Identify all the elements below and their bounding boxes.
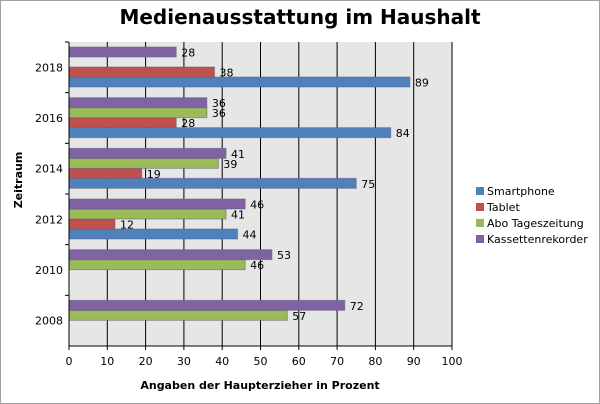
y-tick-label: 2014 (35, 163, 63, 176)
data-label: 75 (361, 178, 375, 191)
data-label: 46 (250, 259, 264, 272)
y-tick-label: 2010 (35, 264, 63, 277)
bar-smartphone (68, 76, 411, 88)
x-tick-label: 100 (442, 355, 463, 368)
x-tick-label: 80 (368, 355, 382, 368)
x-tick-label: 30 (177, 355, 191, 368)
legend-label: Abo Tageszeitung (487, 217, 584, 230)
data-label: 41 (231, 209, 245, 222)
y-tick-label: 2008 (35, 315, 63, 328)
x-tick-label: 40 (215, 355, 229, 368)
bar-kassettenrekorder (68, 46, 177, 58)
x-axis-title: Angaben der Haupterzieher in Prozent (140, 379, 379, 392)
chart-title: Medienausstattung im Haushalt (119, 5, 481, 29)
data-label: 41 (231, 148, 245, 161)
y-axis-title: Zeitraum (12, 152, 25, 209)
bar-kassettenrekorder (68, 299, 346, 311)
x-tick-label: 20 (139, 355, 153, 368)
legend-label: Kassettenrekorder (487, 233, 588, 246)
bar-abo-tageszeitung (68, 157, 219, 169)
x-tick-label: 60 (292, 355, 306, 368)
data-label: 39 (223, 158, 237, 171)
bar-tablet (68, 66, 216, 78)
bar-kassettenrekorder (68, 249, 273, 261)
data-label: 53 (277, 249, 291, 262)
bar-kassettenrekorder (68, 198, 246, 210)
x-tick-label: 90 (407, 355, 421, 368)
data-label: 46 (250, 199, 264, 212)
x-tick-label: 50 (254, 355, 268, 368)
data-label: 28 (181, 47, 195, 60)
data-label: 12 (120, 219, 134, 232)
x-tick-label: 70 (330, 355, 344, 368)
legend: Smartphone Tablet Abo Tageszeitung Kassette… (476, 185, 588, 246)
x-tick-label: 0 (66, 355, 73, 368)
data-label: 28 (181, 117, 195, 130)
bar-kassettenrekorder (68, 147, 227, 159)
legend-swatch (476, 219, 484, 227)
y-tick-label: 2012 (35, 213, 63, 226)
y-tick-label: 2016 (35, 112, 63, 125)
bar-smartphone (68, 177, 357, 189)
bar-abo-tageszeitung (68, 259, 246, 271)
legend-swatch (476, 203, 484, 211)
bar-smartphone (68, 228, 239, 240)
data-label: 84 (396, 127, 410, 140)
data-label: 19 (147, 168, 161, 181)
data-label: 89 (415, 77, 429, 90)
data-label: 38 (220, 67, 234, 80)
data-label: 36 (212, 107, 226, 120)
data-label: 72 (350, 300, 364, 313)
data-label: 36 (212, 97, 226, 110)
bar-tablet (68, 218, 116, 230)
bar-kassettenrekorder (68, 97, 208, 109)
bar-smartphone (68, 127, 392, 139)
data-label: 44 (243, 229, 257, 242)
legend-label: Tablet (486, 201, 520, 214)
bar-tablet (68, 117, 177, 129)
bar-abo-tageszeitung (68, 107, 208, 119)
y-tick-label: 2018 (35, 61, 63, 74)
bar-abo-tageszeitung (68, 309, 288, 321)
x-tick-label: 10 (100, 355, 114, 368)
bar-abo-tageszeitung (68, 208, 227, 220)
legend-swatch (476, 235, 484, 243)
legend-swatch (476, 187, 484, 195)
data-label: 57 (292, 310, 306, 323)
legend-label: Smartphone (487, 185, 555, 198)
bar-tablet (68, 167, 143, 179)
